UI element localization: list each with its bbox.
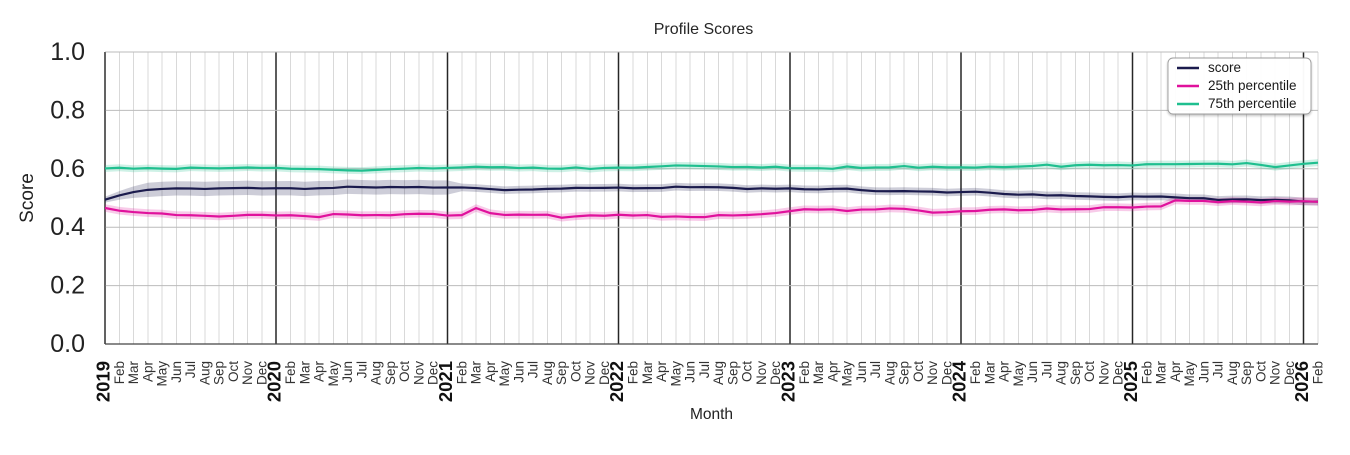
svg-text:Apr: Apr	[654, 361, 669, 383]
svg-text:Jun: Jun	[683, 361, 698, 383]
svg-text:2020: 2020	[264, 361, 285, 402]
svg-text:Jun: Jun	[511, 361, 526, 383]
svg-text:Aug: Aug	[540, 361, 555, 385]
svg-text:0.4: 0.4	[50, 213, 85, 241]
svg-text:May: May	[1182, 361, 1197, 387]
svg-text:May: May	[497, 361, 512, 387]
svg-text:Aug: Aug	[882, 361, 897, 385]
svg-text:Sep: Sep	[1239, 361, 1254, 385]
svg-text:May: May	[326, 361, 341, 387]
svg-text:0.6: 0.6	[50, 155, 85, 183]
svg-text:2019: 2019	[93, 361, 114, 402]
svg-text:Mar: Mar	[1154, 360, 1169, 384]
svg-text:Jun: Jun	[169, 361, 184, 383]
svg-text:2024: 2024	[949, 360, 970, 402]
svg-text:Jul: Jul	[868, 361, 883, 378]
svg-text:Sep: Sep	[1068, 361, 1083, 385]
svg-text:0.2: 0.2	[50, 272, 85, 300]
svg-text:Mar: Mar	[982, 360, 997, 384]
svg-text:Feb: Feb	[1139, 361, 1154, 384]
svg-text:Oct: Oct	[1082, 361, 1097, 382]
svg-text:Jul: Jul	[1039, 361, 1054, 378]
svg-text:Jun: Jun	[854, 361, 869, 383]
svg-text:Aug: Aug	[1054, 361, 1069, 385]
svg-text:Jul: Jul	[697, 361, 712, 378]
svg-text:Sep: Sep	[897, 361, 912, 385]
svg-text:Oct: Oct	[740, 361, 755, 382]
svg-text:Mar: Mar	[126, 360, 141, 384]
svg-text:Apr: Apr	[483, 361, 498, 383]
svg-text:Mar: Mar	[297, 360, 312, 384]
svg-text:Oct: Oct	[397, 361, 412, 382]
svg-text:Jul: Jul	[354, 361, 369, 378]
svg-text:2023: 2023	[777, 361, 798, 402]
svg-text:2026: 2026	[1291, 361, 1312, 402]
svg-text:Score: Score	[17, 173, 38, 223]
svg-text:Mar: Mar	[640, 360, 655, 384]
svg-text:Feb: Feb	[283, 361, 298, 384]
svg-text:Jun: Jun	[340, 361, 355, 383]
svg-text:Sep: Sep	[725, 361, 740, 385]
svg-text:Nov: Nov	[1268, 361, 1283, 385]
svg-text:Oct: Oct	[568, 361, 583, 382]
svg-text:Oct: Oct	[226, 361, 241, 382]
svg-text:Jun: Jun	[1196, 361, 1211, 383]
svg-text:Month: Month	[690, 406, 733, 423]
svg-text:Feb: Feb	[454, 361, 469, 384]
svg-text:Aug: Aug	[1225, 361, 1240, 385]
svg-text:Aug: Aug	[197, 361, 212, 385]
svg-text:Apr: Apr	[312, 361, 327, 383]
svg-text:1.0: 1.0	[50, 38, 85, 66]
svg-text:75th percentile: 75th percentile	[1208, 96, 1297, 111]
svg-text:Jul: Jul	[1211, 361, 1226, 378]
svg-text:2022: 2022	[606, 361, 627, 402]
svg-text:Apr: Apr	[140, 361, 155, 383]
svg-text:Nov: Nov	[754, 361, 769, 385]
svg-text:May: May	[155, 361, 170, 387]
svg-text:Nov: Nov	[925, 361, 940, 385]
svg-text:Sep: Sep	[212, 361, 227, 385]
svg-text:0.8: 0.8	[50, 96, 85, 124]
svg-text:Apr: Apr	[825, 361, 840, 383]
svg-text:Nov: Nov	[583, 361, 598, 385]
svg-text:Jul: Jul	[183, 361, 198, 378]
svg-text:May: May	[1011, 361, 1026, 387]
svg-text:25th percentile: 25th percentile	[1208, 78, 1297, 93]
svg-text:score: score	[1208, 60, 1241, 75]
svg-text:Apr: Apr	[997, 361, 1012, 383]
svg-text:May: May	[668, 361, 683, 387]
svg-text:Nov: Nov	[1096, 361, 1111, 385]
svg-text:Mar: Mar	[811, 360, 826, 384]
svg-text:Feb: Feb	[797, 361, 812, 384]
svg-text:Aug: Aug	[369, 361, 384, 385]
svg-text:Feb: Feb	[968, 361, 983, 384]
svg-text:Oct: Oct	[1253, 361, 1268, 382]
svg-text:Sep: Sep	[383, 361, 398, 385]
svg-text:Aug: Aug	[711, 361, 726, 385]
svg-text:Oct: Oct	[911, 361, 926, 382]
svg-text:Feb: Feb	[112, 361, 127, 384]
svg-text:Feb: Feb	[626, 361, 641, 384]
svg-text:Jul: Jul	[526, 361, 541, 378]
svg-text:2021: 2021	[435, 361, 456, 402]
svg-text:Nov: Nov	[240, 361, 255, 385]
svg-text:Sep: Sep	[554, 361, 569, 385]
svg-text:Feb: Feb	[1311, 361, 1326, 384]
svg-text:Mar: Mar	[469, 360, 484, 384]
svg-text:2025: 2025	[1120, 361, 1141, 402]
svg-text:Nov: Nov	[411, 361, 426, 385]
svg-text:Jun: Jun	[1025, 361, 1040, 383]
svg-text:Apr: Apr	[1168, 361, 1183, 383]
svg-text:0.0: 0.0	[50, 330, 85, 358]
svg-text:May: May	[840, 361, 855, 387]
